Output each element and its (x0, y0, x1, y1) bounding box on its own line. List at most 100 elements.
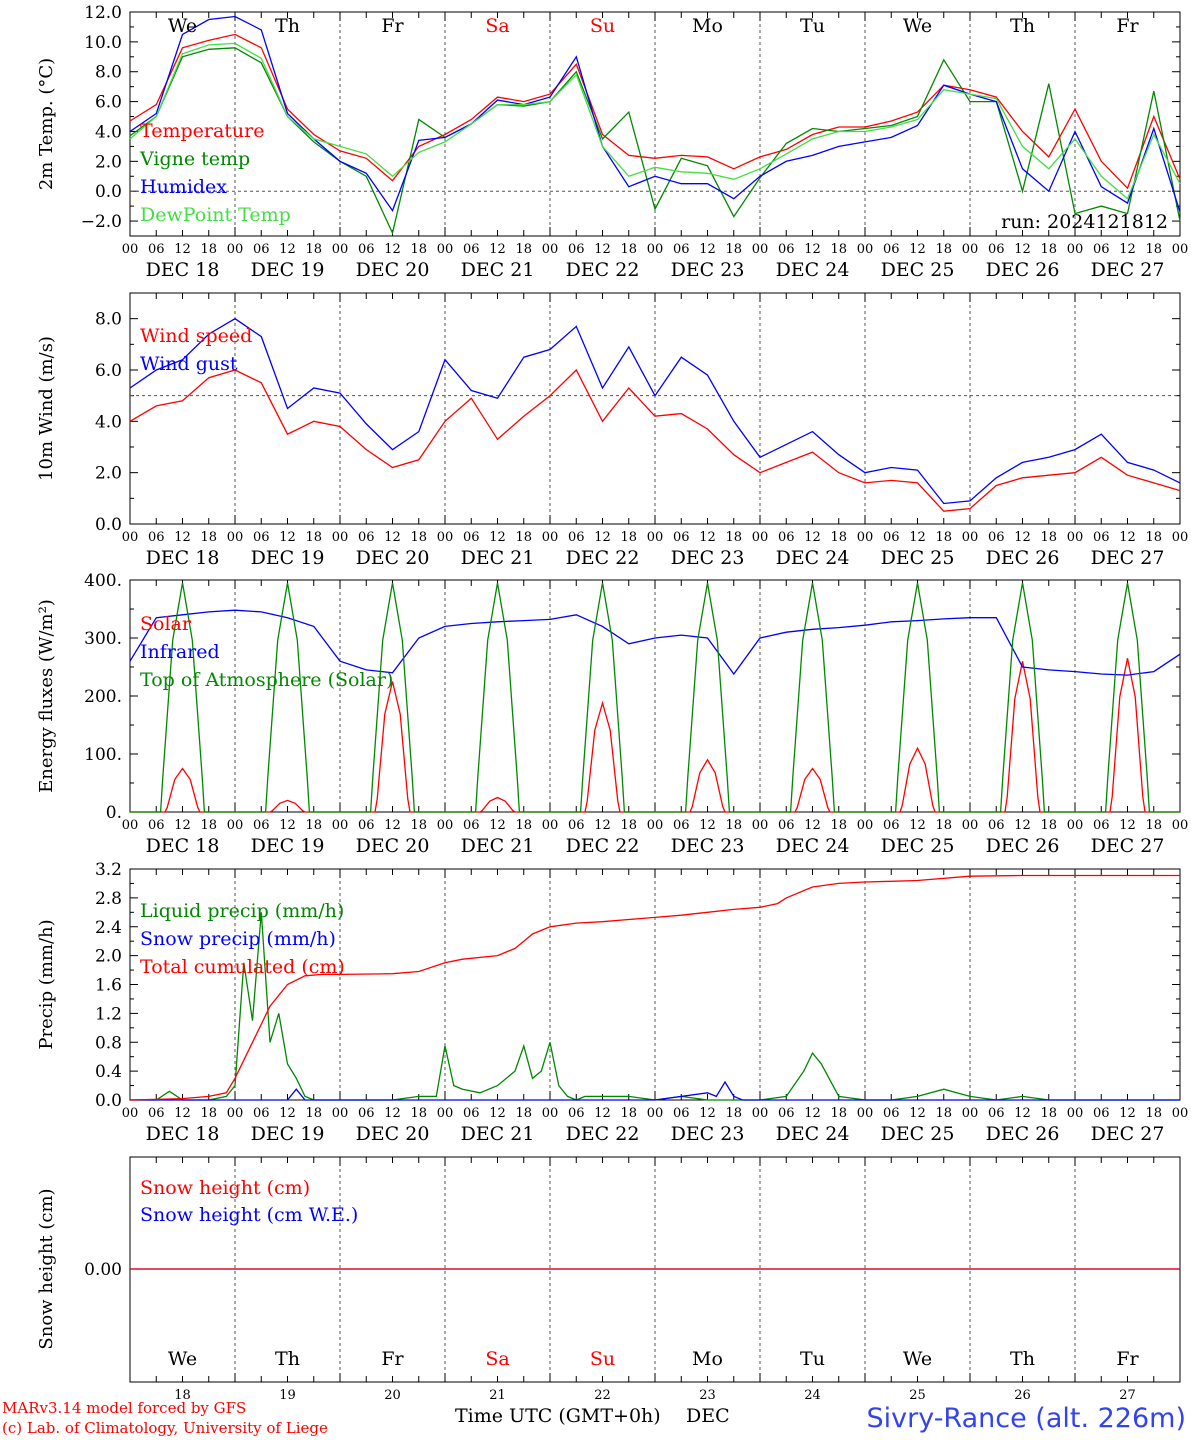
hour-tick-label: 18 (620, 818, 637, 833)
hour-tick-label: 06 (988, 818, 1005, 833)
hour-tick-label: 06 (1093, 242, 1110, 257)
hour-tick-label: 00 (1067, 530, 1084, 545)
series-line (129, 47, 1181, 235)
weekday-label: Tu (800, 15, 825, 37)
hour-tick-label: 18 (1145, 530, 1162, 545)
hour-tick-label: 00 (962, 530, 979, 545)
y-axis-label: Snow height (cm) (36, 1188, 57, 1349)
date-label: DEC 27 (1091, 259, 1165, 281)
hour-tick-label: 06 (778, 530, 795, 545)
hour-tick-label: 12 (1119, 530, 1136, 545)
hour-tick-label: 18 (305, 530, 322, 545)
legend-entry: Snow precip (mm/h) (140, 928, 336, 950)
y-tick-label: 0. (106, 803, 122, 823)
hour-tick-label: 00 (752, 530, 769, 545)
date-label: DEC 19 (251, 835, 325, 857)
hour-tick-label: 12 (1014, 818, 1031, 833)
y-tick-label: 2.0 (95, 947, 122, 967)
hour-tick-label: 00 (542, 242, 559, 257)
hour-tick-label: 18 (725, 818, 742, 833)
date-label: DEC 27 (1091, 835, 1165, 857)
hour-tick-label: 00 (1172, 818, 1189, 833)
hour-tick-label: 18 (515, 530, 532, 545)
date-label: DEC 20 (356, 259, 430, 281)
hour-tick-label: 00 (857, 1106, 874, 1121)
hour-tick-label: 18 (410, 530, 427, 545)
hour-tick-label: 06 (778, 242, 795, 257)
hour-tick-label: 12 (384, 242, 401, 257)
hour-tick-label: 00 (752, 818, 769, 833)
hour-tick-label: 00 (437, 242, 454, 257)
hour-tick-label: 18 (200, 242, 217, 257)
hour-tick-label: 06 (673, 818, 690, 833)
hour-tick-label: 06 (778, 1106, 795, 1121)
hour-tick-label: 06 (463, 242, 480, 257)
hour-tick-label: 06 (568, 818, 585, 833)
day-number-label: 24 (804, 1388, 821, 1403)
series-line (129, 874, 1180, 1101)
date-label: DEC 26 (986, 835, 1060, 857)
day-number-label: 19 (279, 1388, 296, 1403)
hour-tick-label: 06 (358, 530, 375, 545)
y-tick-label: 1.6 (95, 976, 122, 996)
y-axis-label: Energy fluxes (W/m²) (36, 599, 57, 793)
date-label: DEC 18 (146, 547, 220, 569)
series-line (129, 15, 1181, 213)
hour-tick-label: 18 (620, 530, 637, 545)
hour-tick-label: 06 (148, 818, 165, 833)
hour-tick-label: 06 (253, 1106, 270, 1121)
hour-tick-label: 00 (647, 242, 664, 257)
legend-entry: Liquid precip (mm/h) (140, 900, 344, 922)
hour-tick-label: 00 (542, 1106, 559, 1121)
hour-tick-label: 18 (935, 242, 952, 257)
hour-tick-label: 12 (174, 1106, 191, 1121)
hour-tick-label: 12 (489, 242, 506, 257)
weekday-label: Th (1010, 15, 1035, 37)
hour-tick-label: 18 (620, 1106, 637, 1121)
y-tick-label: 2.8 (95, 889, 122, 909)
hour-tick-label: 12 (279, 530, 296, 545)
y-tick-label: 6.0 (95, 93, 122, 113)
hour-tick-label: 12 (174, 818, 191, 833)
hour-tick-label: 00 (122, 818, 139, 833)
y-tick-label: 10.0 (84, 33, 122, 53)
hour-tick-label: 06 (673, 530, 690, 545)
date-label: DEC 27 (1091, 1123, 1165, 1145)
date-label: DEC 21 (461, 259, 535, 281)
series-line (130, 1080, 1180, 1101)
hour-tick-label: 12 (1014, 1106, 1031, 1121)
hour-tick-label: 06 (148, 1106, 165, 1121)
hour-tick-label: 12 (174, 242, 191, 257)
y-tick-label: 0.00 (84, 1260, 122, 1280)
date-label: DEC 27 (1091, 547, 1165, 569)
hour-tick-label: 18 (935, 530, 952, 545)
hour-tick-label: 00 (332, 818, 349, 833)
hour-tick-label: 18 (1040, 242, 1057, 257)
credit-lab: (c) Lab. of Climatology, University of L… (2, 1419, 328, 1437)
date-label: DEC 22 (566, 1123, 640, 1145)
hour-tick-label: 12 (384, 1106, 401, 1121)
date-label: DEC 21 (461, 547, 535, 569)
date-label: DEC 25 (881, 1123, 955, 1145)
date-label: DEC 26 (986, 547, 1060, 569)
day-number-label: 23 (699, 1388, 716, 1403)
hour-tick-label: 06 (568, 242, 585, 257)
hour-tick-label: 12 (1014, 242, 1031, 257)
hour-tick-label: 18 (200, 1106, 217, 1121)
hour-tick-label: 12 (804, 1106, 821, 1121)
hour-tick-label: 18 (200, 818, 217, 833)
hour-tick-label: 00 (332, 242, 349, 257)
day-number-label: 27 (1119, 1388, 1136, 1403)
weekday-label: We (903, 1348, 932, 1370)
hour-tick-label: 06 (463, 1106, 480, 1121)
weekday-label: We (168, 1348, 197, 1370)
date-label: DEC 22 (566, 547, 640, 569)
y-tick-label: 300. (84, 629, 122, 649)
hour-tick-label: 12 (699, 530, 716, 545)
date-label: DEC 26 (986, 259, 1060, 281)
weekday-label: Tu (800, 1348, 825, 1370)
hour-tick-label: 12 (1119, 818, 1136, 833)
hour-tick-label: 18 (1145, 1106, 1162, 1121)
hour-tick-label: 06 (883, 530, 900, 545)
